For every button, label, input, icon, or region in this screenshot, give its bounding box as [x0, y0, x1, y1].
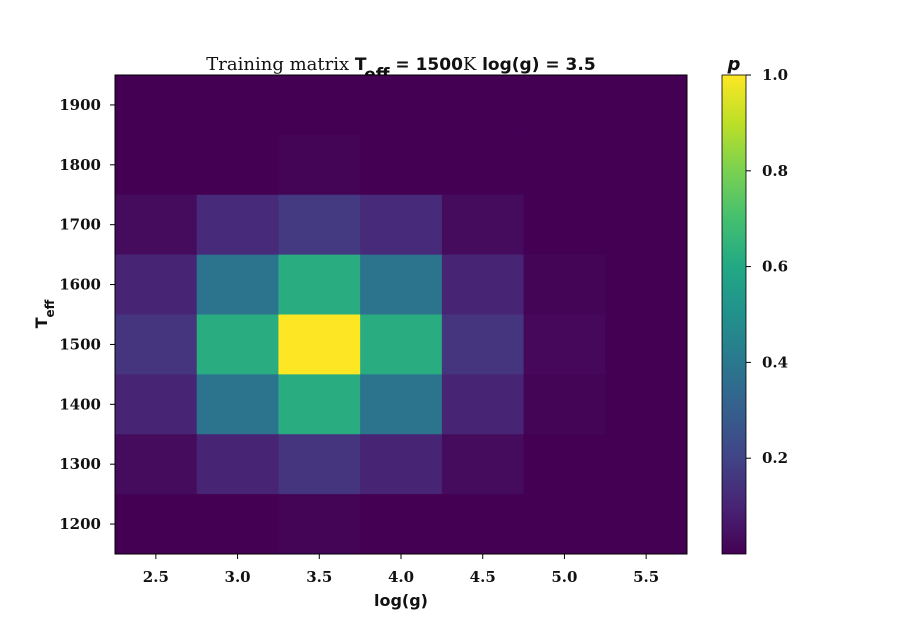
y-tick-label: 1900 — [59, 96, 101, 114]
heatmap-cell — [278, 75, 361, 136]
heatmap-cell — [605, 374, 688, 435]
x-tick-label: 3.0 — [225, 568, 251, 586]
heatmap-cell — [441, 494, 525, 555]
heatmap-cell — [360, 314, 443, 375]
x-tick-label: 2.5 — [143, 568, 169, 586]
heatmap-cell — [605, 314, 688, 375]
heatmap-cell — [523, 254, 606, 315]
heatmap-cell — [196, 434, 279, 495]
heatmap-cells — [115, 75, 688, 555]
heatmap-cell — [360, 374, 443, 435]
colorbar-tick-label: 0.4 — [762, 353, 788, 371]
y-tick-label: 1200 — [59, 515, 101, 533]
heatmap-cell — [278, 254, 361, 315]
x-tick-label: 5.0 — [551, 568, 577, 586]
heatmap-cell — [523, 434, 606, 495]
heatmap-cell — [523, 374, 606, 435]
y-axis-label: Teff — [32, 299, 57, 328]
x-axis-label: log(g) — [374, 591, 428, 610]
colorbar-ticks: 0.2 0.4 0.6 0.8 1.0 — [746, 66, 788, 467]
heatmap-cell — [278, 434, 361, 495]
heatmap-cell — [360, 194, 443, 256]
heatmap-cell — [278, 374, 361, 435]
heatmap-cell — [278, 494, 361, 555]
x-tick-label: 5.5 — [633, 568, 659, 586]
heatmap-cell — [605, 494, 688, 555]
heatmap-cell — [441, 134, 525, 196]
heatmap-cell — [605, 134, 688, 196]
heatmap-cell — [115, 374, 198, 435]
heatmap-cell — [115, 194, 198, 256]
chart-title: Training matrix Teff = 1500K log(g) = 3.… — [206, 54, 595, 85]
colorbar-tick-label: 0.8 — [762, 162, 788, 180]
colorbar-title: p — [727, 54, 741, 75]
y-tick-label: 1700 — [59, 216, 101, 234]
heatmap-cell — [278, 314, 361, 375]
heatmap-cell — [523, 314, 606, 375]
heatmap-cell — [441, 374, 525, 435]
heatmap-cell — [605, 434, 688, 495]
y-tick-label: 1800 — [59, 156, 101, 174]
heatmap-cell — [360, 75, 443, 136]
x-tick-label: 4.5 — [470, 568, 496, 586]
colorbar-tick-label: 0.6 — [762, 258, 788, 276]
heatmap-cell — [196, 374, 279, 435]
heatmap-cell — [523, 75, 606, 136]
x-tick-label: 3.5 — [306, 568, 332, 586]
heatmap-cell — [196, 134, 279, 196]
heatmap-cell — [360, 254, 443, 315]
y-tick-label: 1300 — [59, 455, 101, 473]
y-tick-label: 1400 — [59, 395, 101, 413]
heatmap-cell — [360, 494, 443, 555]
heatmap-cell — [278, 194, 361, 256]
heatmap-cell — [441, 314, 525, 375]
heatmap-cell — [441, 434, 525, 495]
heatmap-cell — [196, 314, 279, 375]
y-tick-label: 1600 — [59, 276, 101, 294]
heatmap-cell — [115, 134, 198, 196]
colorbar-tick-label: 0.2 — [762, 449, 788, 467]
heatmap-cell — [196, 75, 279, 136]
heatmap-cell — [115, 434, 198, 495]
x-tick-label: 4.0 — [388, 568, 414, 586]
y-tick-label: 1500 — [59, 335, 101, 353]
heatmap-cell — [196, 194, 279, 256]
heatmap-cell — [115, 494, 198, 555]
heatmap-cell — [605, 254, 688, 315]
heatmap-cell — [278, 134, 361, 196]
y-axis-ticks: 1900 1800 1700 1600 1500 1400 1300 1200 — [59, 96, 115, 533]
colorbar-tick-label: 1.0 — [762, 66, 788, 84]
heatmap-cell — [441, 75, 525, 136]
heatmap-cell — [360, 434, 443, 495]
heatmap-cell — [523, 494, 606, 555]
heatmap-cell — [523, 134, 606, 196]
x-axis-ticks: 2.5 3.0 3.5 4.0 4.5 5.0 5.5 — [143, 554, 659, 586]
heatmap-cell — [605, 75, 688, 136]
heatmap-cell — [115, 314, 198, 375]
heatmap-cell — [523, 194, 606, 256]
heatmap-cell — [115, 254, 198, 315]
heatmap-cell — [360, 134, 443, 196]
heatmap-cell — [605, 194, 688, 256]
heatmap-cell — [196, 254, 279, 315]
heatmap-cell — [196, 494, 279, 555]
heatmap-cell — [441, 194, 525, 256]
heatmap-cell — [441, 254, 525, 315]
heatmap-cell — [115, 75, 198, 136]
colorbar — [721, 74, 747, 555]
